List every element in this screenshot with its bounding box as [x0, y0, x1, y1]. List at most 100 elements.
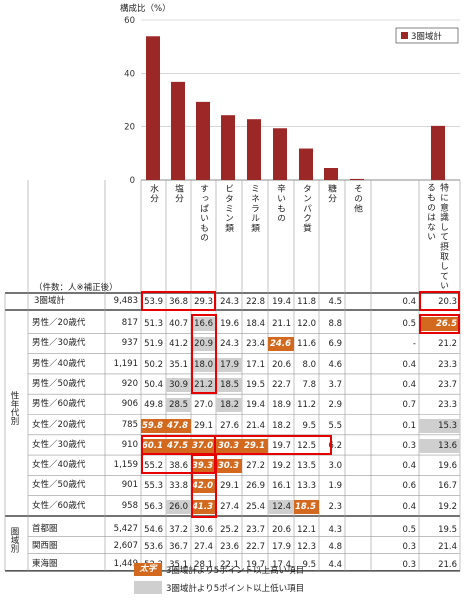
- value-cell: 19.4: [272, 297, 291, 307]
- value-cell: 6.9: [328, 339, 342, 350]
- value-cell: 0.3: [402, 559, 416, 570]
- value-cell: 50.4: [144, 379, 163, 390]
- value-cell: 0.6: [402, 481, 416, 492]
- column-header: その他: [352, 184, 362, 214]
- value-cell: 1.9: [328, 481, 342, 492]
- highlight-box: [141, 291, 216, 311]
- value-cell: 28.1: [194, 559, 213, 570]
- value-cell: 27.4: [194, 542, 213, 553]
- value-cell: 25.4: [246, 501, 265, 512]
- value-cell: 33.8: [169, 481, 188, 492]
- count-cell: 2,607: [113, 541, 138, 552]
- value-cell: 24.3: [220, 297, 239, 307]
- count-cell: 906: [121, 399, 138, 410]
- value-cell: 11.2: [297, 400, 316, 411]
- value-cell: 49.8: [144, 400, 163, 411]
- value-cell: 19.5: [438, 525, 457, 535]
- value-cell: 23.7: [438, 379, 457, 390]
- y-axis-label: 構成比（%）: [120, 3, 171, 14]
- bar-9: [350, 178, 364, 180]
- value-cell: 41.3: [191, 499, 216, 514]
- value-cell: 4.3: [328, 525, 342, 535]
- value-cell: 15.3: [419, 418, 460, 433]
- value-cell: 35.1: [169, 359, 188, 370]
- count-cell: 1,191: [113, 358, 138, 369]
- value-cell: 27.0: [194, 400, 213, 411]
- value-cell: 22.7: [272, 379, 291, 390]
- value-cell: 16.1: [272, 481, 291, 492]
- value-cell: 13.5: [297, 461, 316, 472]
- bar-10: [431, 125, 445, 180]
- value-cell: 29.1: [220, 481, 239, 492]
- value-cell: 30.3: [216, 459, 242, 474]
- column-header: 水分: [148, 184, 158, 204]
- value-cell: 23.6: [220, 542, 239, 553]
- row-label: 女性／40歳代: [32, 460, 86, 471]
- value-cell: 21.2: [438, 339, 457, 350]
- value-cell: 13.6: [419, 438, 460, 453]
- value-cell: 0.5: [402, 319, 416, 329]
- y-tick-label: 40: [124, 69, 135, 79]
- value-cell: 35.1: [169, 559, 188, 570]
- row-label: 男性／40歳代: [32, 358, 86, 369]
- legend-high-text: 3圏域計より5ポイント以上高い項目: [166, 566, 305, 576]
- value-cell: 4.6: [328, 359, 342, 370]
- value-cell: 19.2: [438, 501, 457, 512]
- value-cell: 16.6: [191, 317, 216, 331]
- value-cell: 19.5: [246, 379, 265, 390]
- column-header: 糖分: [326, 184, 336, 204]
- highlight-box: [191, 314, 217, 394]
- value-cell: 0.1: [402, 420, 416, 431]
- value-cell: 29.1: [194, 420, 213, 431]
- bar-5: [247, 119, 261, 180]
- value-cell: 23.3: [438, 400, 457, 411]
- value-cell: 11.6: [297, 339, 316, 350]
- bar-1: [146, 36, 160, 181]
- bar-6: [273, 128, 287, 180]
- value-cell: 20.3: [438, 297, 457, 307]
- value-cell: 0.4: [402, 359, 416, 370]
- row-label: 女性／50歳代: [32, 480, 86, 491]
- value-cell: 18.2: [272, 420, 291, 431]
- highlight-box: [141, 435, 332, 455]
- row-label: 女性／30歳代: [32, 439, 86, 450]
- value-cell: 4.4: [328, 559, 342, 570]
- value-cell: 4.5: [328, 297, 342, 307]
- value-cell: 9.5: [302, 420, 316, 431]
- value-cell: 36.7: [169, 542, 188, 553]
- group-label: 圏域別: [9, 526, 19, 553]
- value-cell: 19.6: [438, 461, 457, 472]
- legend-box: [395, 27, 459, 44]
- highlight-box: [419, 291, 460, 311]
- value-cell: 21.1: [272, 319, 291, 329]
- count-cell: 9,483: [113, 296, 138, 306]
- value-cell: 0.4: [402, 501, 416, 512]
- value-cell: 12.5: [297, 440, 316, 451]
- value-cell: 25.2: [220, 525, 239, 535]
- value-cell: 59.8: [141, 418, 166, 433]
- bar-2: [171, 81, 185, 180]
- value-cell: -: [412, 339, 416, 350]
- value-cell: 51.3: [144, 319, 163, 329]
- value-cell: 0.3: [402, 440, 416, 451]
- row-label: 女性／20歳代: [32, 419, 86, 430]
- column-header: ビタミン類: [223, 184, 233, 233]
- chart-legend: 3圏域計: [395, 27, 459, 44]
- value-cell: 24.3: [220, 339, 239, 350]
- column-header: 塩分: [173, 184, 183, 204]
- column-header: ミネラル類: [249, 184, 259, 233]
- value-cell: 36.8: [169, 297, 188, 307]
- value-cell: 0.7: [402, 400, 416, 411]
- value-cell: 39.3: [191, 459, 216, 474]
- column-header: すっぱいもの: [198, 184, 208, 243]
- bars: [146, 36, 445, 181]
- column-header: タンパク質: [301, 184, 311, 233]
- value-cell: 20.6: [272, 525, 291, 535]
- count-cell: 901: [121, 480, 138, 491]
- value-cell: 2.9: [328, 400, 342, 411]
- value-cell: 12.1: [297, 525, 316, 535]
- count-cell: 785: [121, 419, 138, 430]
- y-tick-label: 20: [124, 123, 135, 133]
